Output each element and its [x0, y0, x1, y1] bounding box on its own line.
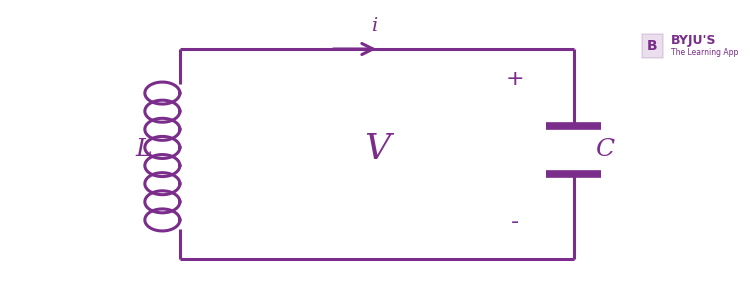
Text: B: B: [647, 39, 658, 53]
Text: BYJU'S: BYJU'S: [670, 34, 716, 47]
Text: L: L: [136, 137, 152, 161]
Text: C: C: [596, 137, 614, 161]
Text: +: +: [506, 69, 524, 89]
Text: The Learning App: The Learning App: [670, 48, 738, 57]
Text: -: -: [512, 212, 519, 232]
Text: V: V: [364, 132, 390, 166]
Bar: [642, 34, 663, 58]
Text: i: i: [371, 17, 377, 35]
